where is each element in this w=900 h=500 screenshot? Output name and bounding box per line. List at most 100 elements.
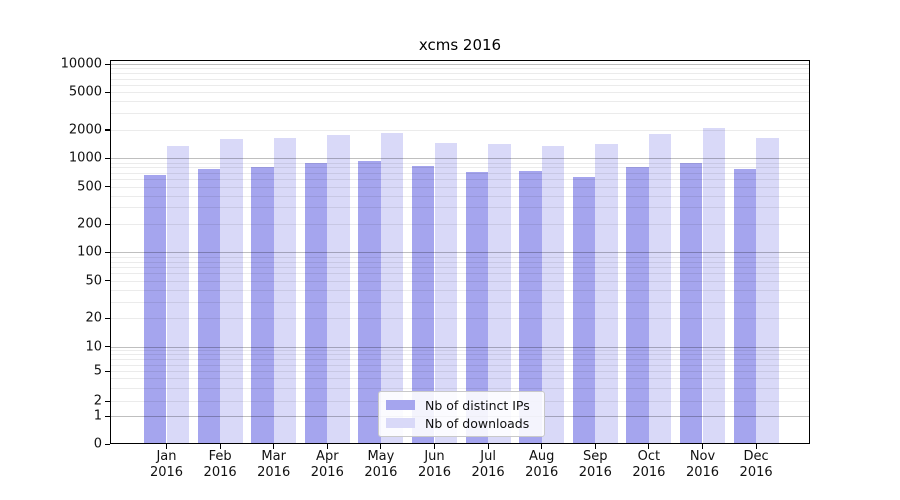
y-tick-label-0: 0 — [93, 436, 102, 452]
x-tick-label-jan: Jan 2016 — [149, 449, 184, 480]
y-tick-mark-50 — [105, 280, 110, 282]
gridline-minor-600 — [111, 179, 809, 181]
x-tick-label-apr: Apr 2016 — [310, 449, 344, 480]
gridline-minor-50 — [111, 280, 809, 282]
x-tick-label-feb: Feb 2016 — [203, 449, 237, 480]
bar-downloads-mar — [273, 137, 297, 444]
bar-downloads-nov — [702, 127, 726, 444]
y-tick-mark-1 — [105, 415, 110, 417]
y-tick-mark-100 — [105, 251, 110, 254]
x-tick-mark-oct — [648, 444, 650, 449]
x-tick-label-dec: Dec 2016 — [739, 449, 773, 480]
x-tick-mark-apr — [326, 444, 328, 449]
gridline-minor-70 — [111, 266, 809, 268]
gridline-minor-500 — [111, 186, 809, 188]
x-tick-mark-sep — [594, 444, 596, 449]
bar-distinct-ips-jan — [143, 175, 167, 444]
gridline-minor-6000 — [111, 84, 809, 86]
legend-swatch-distinct-ips — [386, 400, 415, 410]
bar-distinct-ips-nov — [679, 162, 703, 444]
x-tick-label-mar: Mar 2016 — [257, 449, 291, 480]
y-tick-label-200: 200 — [77, 216, 102, 232]
y-tick-mark-20 — [105, 317, 110, 319]
gridline-major-100 — [111, 252, 809, 254]
bar-distinct-ips-may — [358, 160, 381, 444]
y-tick-label-500: 500 — [77, 179, 102, 195]
y-tick-label-1000: 1000 — [68, 150, 102, 166]
bar-downloads-apr — [327, 135, 350, 444]
gridline-minor-9000 — [111, 68, 809, 70]
gridline-minor-8000 — [111, 73, 809, 75]
y-tick-label-5000: 5000 — [68, 84, 102, 100]
gridline-major-10 — [111, 346, 809, 348]
y-tick-mark-200 — [105, 223, 110, 225]
y-tick-mark-10 — [105, 346, 110, 348]
gridline-minor-4000 — [111, 101, 809, 103]
y-tick-mark-1000 — [105, 157, 110, 159]
gridline-minor-2000 — [111, 129, 809, 131]
chart-title: xcms 2016 — [418, 36, 502, 54]
x-tick-label-may: May 2016 — [364, 449, 398, 480]
y-tick-mark-10000 — [105, 63, 110, 65]
x-tick-mark-dec — [755, 444, 757, 449]
bar-downloads-dec — [756, 138, 779, 444]
y-tick-mark-2000 — [105, 129, 110, 131]
x-tick-mark-jul — [487, 444, 489, 449]
gridline-minor-80 — [111, 261, 809, 263]
legend-item-downloads: Nb of downloads — [386, 414, 536, 432]
bar-downloads-jun — [434, 143, 458, 444]
bar-distinct-ips-jul — [465, 171, 489, 444]
legend-item-distinct-ips: Nb of distinct IPs — [386, 396, 536, 414]
gridline-minor-3 — [111, 387, 809, 389]
gridline-minor-90 — [111, 256, 809, 258]
bar-downloads-aug — [541, 145, 565, 444]
x-tick-mark-feb — [219, 444, 221, 449]
gridline-minor-300 — [111, 207, 809, 209]
x-tick-label-jul: Jul 2016 — [471, 449, 505, 480]
gridline-minor-60 — [111, 273, 809, 275]
y-tick-mark-5000 — [105, 91, 110, 94]
bar-downloads-jan — [166, 145, 190, 444]
y-tick-label-100: 100 — [77, 244, 102, 260]
x-tick-mark-jan — [165, 444, 168, 449]
bar-distinct-ips-feb — [197, 169, 221, 444]
legend-swatch-downloads — [386, 418, 415, 428]
bar-distinct-ips-apr — [304, 163, 328, 444]
legend-label-distinct-ips: Nb of distinct IPs — [425, 397, 530, 413]
gridline-minor-800 — [111, 167, 809, 169]
gridline-minor-20 — [111, 318, 809, 320]
gridline-minor-200 — [111, 224, 809, 226]
gridline-minor-700 — [111, 172, 809, 174]
y-tick-label-50: 50 — [85, 273, 102, 289]
y-tick-label-5: 5 — [93, 363, 102, 379]
x-tick-label-oct: Oct 2016 — [632, 449, 666, 480]
gridline-minor-7 — [111, 359, 809, 361]
bar-downloads-jul — [488, 144, 511, 444]
gridline-minor-9 — [111, 350, 809, 352]
plot-frame — [110, 60, 810, 444]
gridline-major-10000 — [111, 64, 809, 65]
x-tick-label-jun: Jun 2016 — [417, 449, 452, 480]
x-tick-mark-aug — [541, 444, 543, 449]
gridline-minor-5000 — [111, 92, 809, 94]
gridline-minor-3000 — [111, 113, 809, 115]
bar-distinct-ips-dec — [733, 169, 757, 444]
bar-distinct-ips-mar — [251, 166, 274, 444]
bar-downloads-feb — [220, 139, 243, 444]
y-tick-label-2: 2 — [93, 393, 102, 409]
gridline-minor-30 — [111, 301, 809, 303]
gridline-minor-4 — [111, 378, 809, 380]
gridline-minor-900 — [111, 162, 809, 164]
gridline-minor-400 — [111, 195, 809, 197]
legend: Nb of distinct IPs Nb of downloads — [378, 391, 545, 437]
gridline-minor-5 — [111, 371, 809, 372]
y-tick-label-1: 1 — [93, 408, 102, 424]
y-tick-mark-0 — [105, 443, 110, 445]
gridline-minor-8 — [111, 354, 809, 356]
bar-downloads-sep — [595, 144, 618, 444]
y-tick-mark-500 — [105, 186, 110, 188]
gridline-minor-40 — [111, 289, 809, 291]
gridline-minor-7000 — [111, 78, 809, 80]
x-tick-mark-may — [380, 444, 382, 449]
